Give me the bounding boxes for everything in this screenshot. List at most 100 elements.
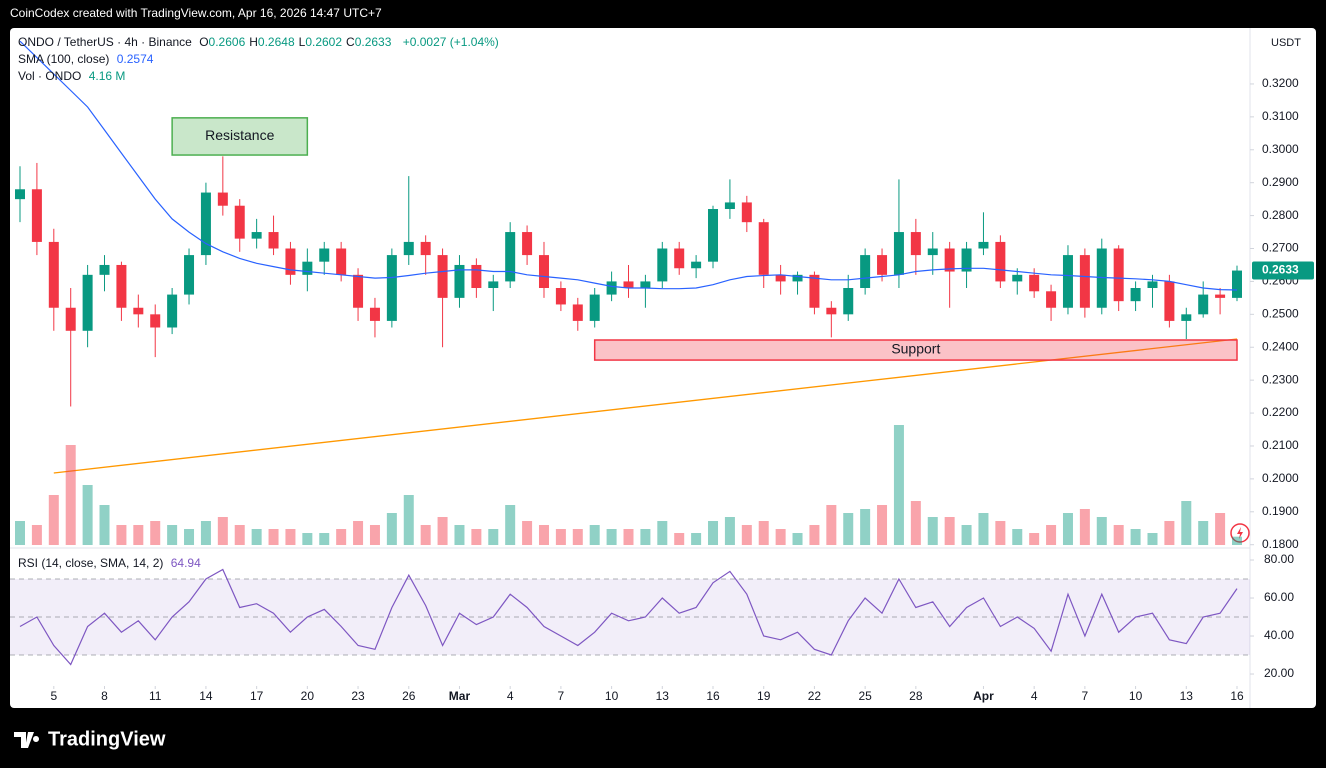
candle-body: [217, 192, 228, 206]
volume-bar: [674, 533, 685, 545]
volume-bar: [1215, 513, 1226, 545]
candle-body: [1181, 314, 1192, 321]
y-tick-label: 0.3200: [1262, 76, 1299, 90]
candle-body: [1232, 270, 1242, 298]
legend-rsi-label: RSI (14, close, SMA, 14, 2): [18, 556, 164, 570]
candle-body: [674, 248, 685, 269]
candle-body: [1062, 255, 1073, 308]
candle-body: [910, 232, 921, 256]
x-tick-label: 7: [1082, 689, 1089, 703]
x-tick-label: 26: [402, 689, 416, 703]
candle-body: [403, 241, 414, 256]
legend-sma-label: SMA (100, close): [18, 52, 110, 66]
volume-bar: [369, 525, 380, 545]
volume-bar: [167, 525, 178, 545]
y-tick-label: 0.2500: [1262, 307, 1299, 321]
volume-bar: [184, 529, 195, 545]
candle-body: [82, 274, 93, 331]
y-tick-label: 0.2800: [1262, 208, 1299, 222]
candle-body: [809, 274, 820, 308]
candle-body: [877, 255, 888, 275]
volume-bar: [99, 505, 110, 545]
volume-bar: [860, 509, 871, 545]
volume-bar: [1096, 517, 1107, 545]
volume-bar: [420, 525, 431, 545]
candle-body: [640, 281, 651, 288]
volume-bar: [555, 529, 566, 545]
header: CoinCodex created with TradingView.com, …: [10, 6, 382, 20]
candle-body: [1046, 291, 1057, 308]
volume-bar: [285, 529, 296, 545]
x-tick-label: Mar: [449, 689, 471, 703]
volume-bar: [826, 505, 837, 545]
candle-body: [826, 307, 837, 315]
x-tick-label: 5: [50, 689, 57, 703]
footer-logo: TradingView: [48, 728, 166, 750]
logo-icon: [14, 732, 40, 748]
volume-bar: [1079, 509, 1090, 545]
volume-bar: [234, 525, 245, 545]
y-tick-label: 0.2200: [1262, 405, 1299, 419]
ohlc-value: 0.2633: [354, 35, 392, 49]
candle-body: [251, 232, 262, 239]
volume-bar: [538, 525, 549, 545]
y-tick-label: 0.1900: [1262, 504, 1299, 518]
candle-body: [961, 248, 972, 272]
candle-body: [336, 248, 347, 275]
candle-body: [369, 307, 380, 321]
x-tick-label: 14: [199, 689, 213, 703]
candle-body: [133, 307, 144, 315]
candle-body: [589, 294, 600, 321]
x-tick-label: 13: [1180, 689, 1194, 703]
candle-body: [99, 264, 110, 275]
alert-bolt: [1237, 527, 1243, 539]
x-tick-label: 4: [507, 689, 514, 703]
volume-bar: [1062, 513, 1073, 545]
volume-bar: [522, 521, 533, 545]
x-tick-label: 20: [301, 689, 315, 703]
candle-body: [708, 209, 719, 262]
candle-body: [538, 255, 549, 288]
candle-body: [724, 202, 735, 210]
candle-body: [505, 232, 516, 282]
legend-vol-label: Vol · ONDO: [18, 69, 82, 83]
volume-bar: [1029, 533, 1040, 545]
support-label: Support: [891, 341, 940, 357]
volume-bar: [268, 529, 279, 545]
trendline: [53, 338, 1238, 474]
volume-bar: [1232, 536, 1242, 545]
volume-bar: [623, 529, 634, 545]
candle-body: [285, 248, 296, 275]
candle-body: [268, 232, 279, 249]
volume-bar: [758, 521, 769, 545]
ohlc-value: 0.2606: [208, 35, 246, 49]
candle-body: [65, 307, 76, 331]
x-tick-label: 28: [909, 689, 923, 703]
candle-body: [995, 241, 1006, 282]
candle-body: [1215, 294, 1226, 298]
volume-bar: [792, 533, 803, 545]
x-tick-label: 8: [101, 689, 108, 703]
candle-body: [31, 189, 42, 242]
volume-bar: [741, 525, 752, 545]
volume-bar: [150, 521, 161, 545]
volume-bar: [657, 521, 668, 545]
volume-bar: [353, 521, 364, 545]
legend-ohlc: O0.2606 H0.2648 L0.2602 C0.2633: [199, 35, 395, 49]
resistance-box: [171, 117, 309, 156]
candle-body: [792, 274, 803, 282]
volume-bar: [691, 533, 702, 545]
legend-sma-value: 0.2574: [116, 52, 154, 66]
volume-bar: [403, 495, 414, 545]
y-tick-label: 0.2000: [1262, 471, 1299, 485]
volume-bar: [843, 513, 854, 545]
volume-bar: [995, 521, 1006, 545]
ohlc-key: O: [199, 35, 209, 49]
candle-body: [691, 261, 702, 269]
candle-body: [944, 248, 955, 272]
rsi-tick-label: 20.00: [1264, 666, 1294, 680]
candle-body: [1029, 274, 1040, 292]
candle-body: [116, 264, 127, 308]
rsi-tick-label: 40.00: [1264, 628, 1294, 642]
legend-symbol: ONDO / TetherUS · 4h · Binance: [18, 35, 192, 49]
